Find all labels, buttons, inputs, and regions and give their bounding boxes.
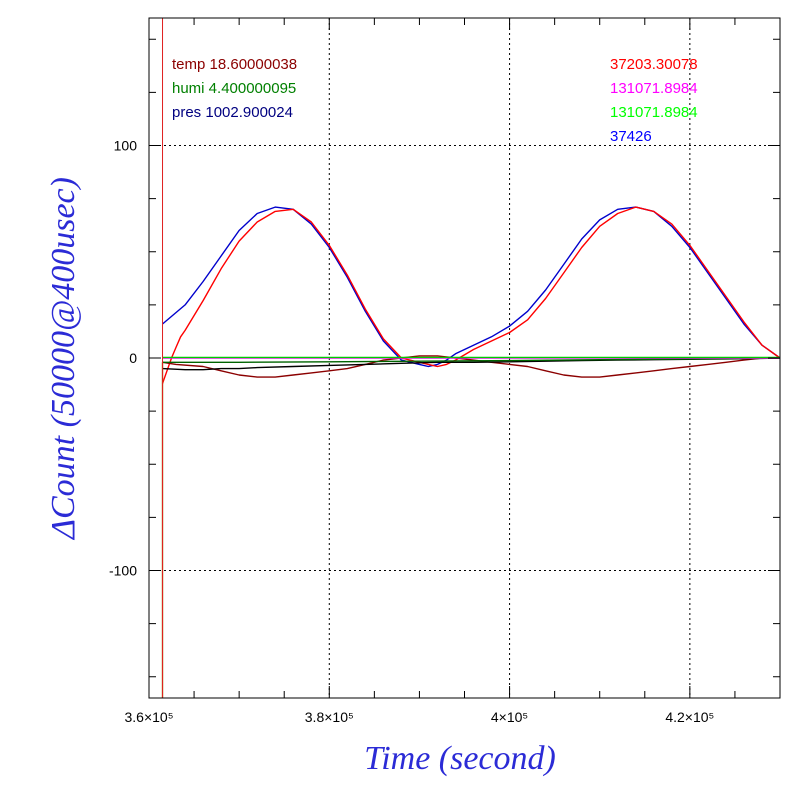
y-tick-label: -100 [109, 563, 137, 579]
legend-right-entry: 37203.30078 [610, 56, 698, 73]
series-line-2 [162, 355, 780, 378]
x-axis-title: Time (second) [364, 740, 556, 777]
legend-right-entry: 37426 [610, 128, 652, 145]
legend-left-entry: temp 18.60000038 [172, 56, 297, 73]
legend-left-entry: humi 4.400000095 [172, 80, 296, 97]
series-line-0 [162, 206, 781, 368]
legend-right-entry: 131071.8984 [610, 80, 698, 97]
axis-ticks [148, 18, 781, 698]
series-group [161, 18, 781, 698]
legend-right-entry: 131071.8984 [610, 104, 698, 121]
legend-left-entry: pres 1002.900024 [172, 104, 293, 121]
x-tick-label: 4×10⁵ [491, 709, 528, 725]
x-tick-label: 3.8×10⁵ [305, 709, 354, 725]
series-line-4 [162, 357, 781, 363]
x-tick-label: 3.6×10⁵ [124, 709, 173, 725]
tick-labels: 3.6×10⁵ 3.8×10⁵ 4×10⁵ 4.2×10⁵ -100 0 100 [109, 138, 714, 726]
y-tick-label: 100 [114, 138, 138, 154]
legend: temp 18.60000038 humi 4.400000095 pres 100… [172, 56, 698, 145]
x-tick-label: 4.2×10⁵ [665, 709, 714, 725]
y-axis-title: ΔCount (50000@400usec) [45, 177, 82, 541]
y-tick-label: 0 [129, 350, 137, 366]
series-line-1 [161, 206, 781, 384]
